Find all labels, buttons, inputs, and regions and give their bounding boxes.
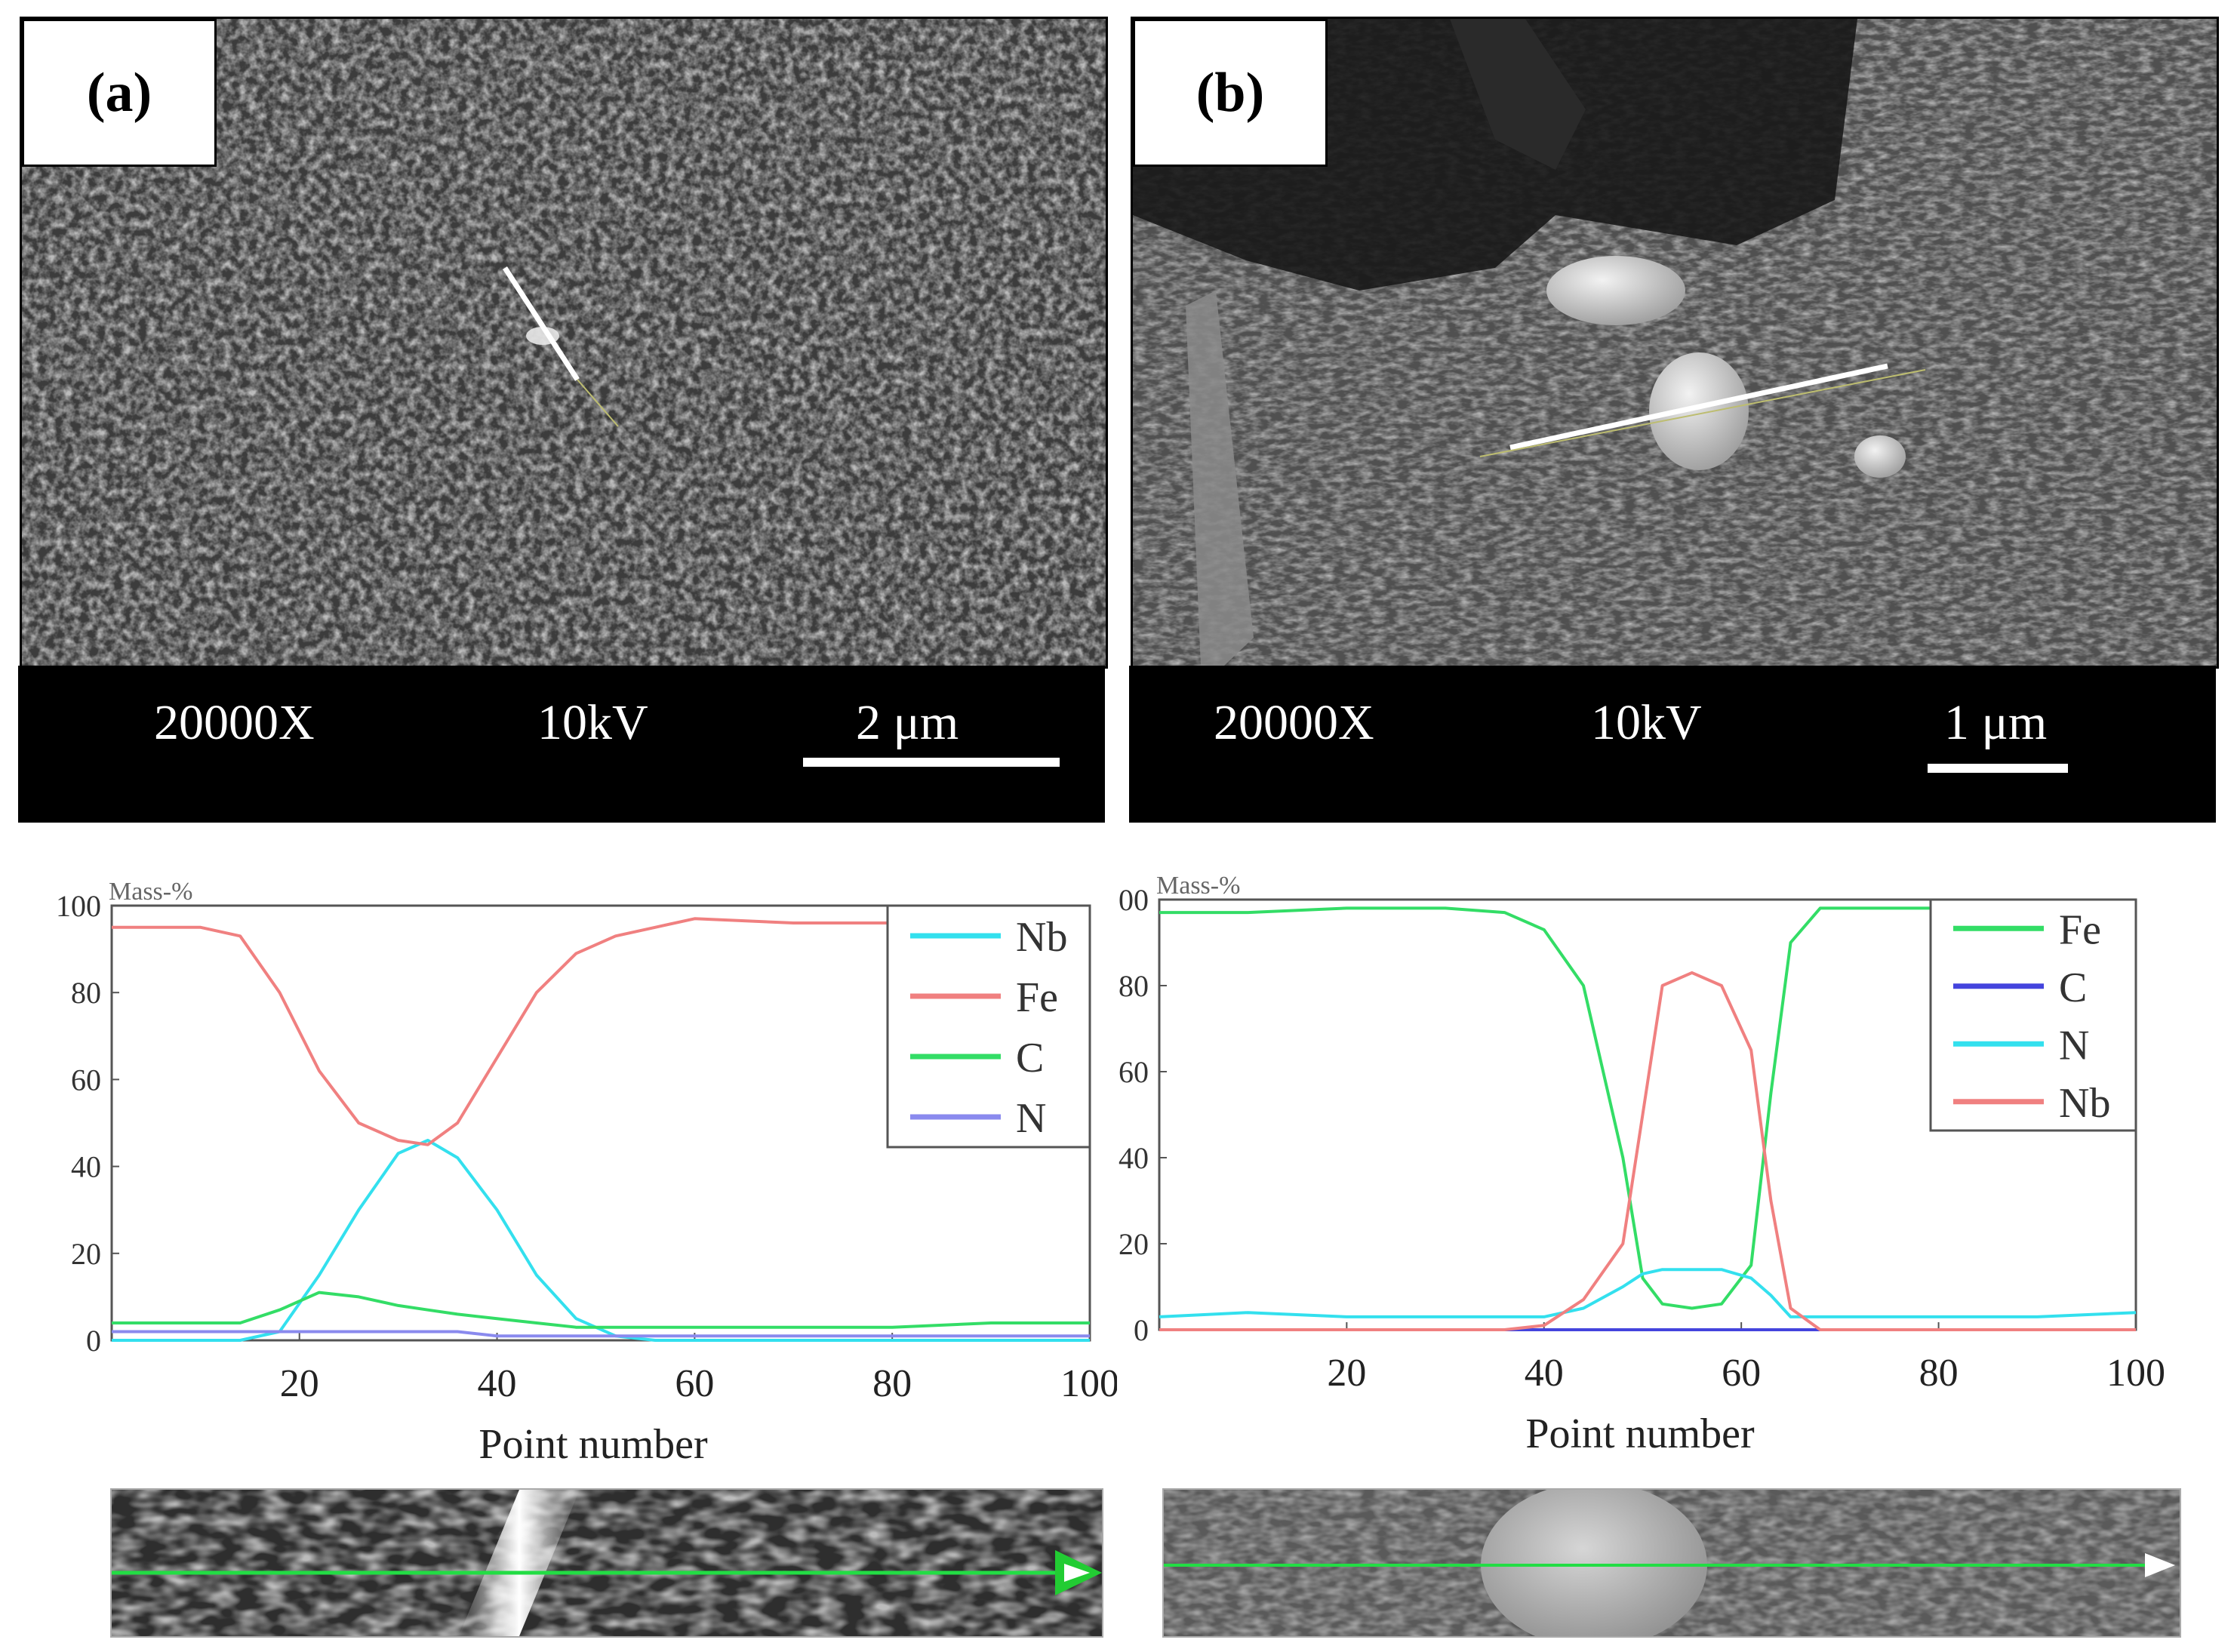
legend-label-nb: Nb (1016, 914, 1067, 961)
info-bar-a: 20000X 10kV 2 μm (18, 666, 1105, 823)
series-line-nb (1159, 971, 2136, 1331)
y-tick-label: 80 (1119, 969, 1149, 1003)
x-tick-label: 100 (2106, 1352, 2165, 1395)
y-axis-label: Mass-% (109, 878, 192, 906)
y-tick-label: 100 (1117, 883, 1149, 917)
legend-label-fe: Fe (1016, 974, 1058, 1021)
panel-label-a: (a) (22, 19, 217, 167)
info-bar-b: 20000X 10kV 1 μm (1129, 666, 2216, 823)
legend-label-n: N (2059, 1022, 2089, 1069)
x-tick-label: 60 (1722, 1352, 1761, 1395)
legend-label-n: N (1016, 1095, 1046, 1142)
line-profile-chart-a: Mass-% 0 20 40 60 80 100 20 40 60 80 100 Point numbe… (56, 878, 1117, 1468)
scale-bar-b (1928, 764, 2068, 773)
voltage-a: 10kV (537, 695, 648, 750)
linescan-line-a (503, 266, 580, 381)
legend (1929, 898, 2137, 1132)
y-tick-label: 20 (71, 1237, 101, 1271)
x-tick-label: 40 (1525, 1352, 1564, 1395)
linescan-strip-b (1162, 1488, 2181, 1638)
legend-label-c: C (1016, 1035, 1044, 1081)
voltage-b: 10kV (1591, 695, 1702, 750)
series-line-fe (112, 917, 1090, 1146)
x-tick-label: 100 (1060, 1362, 1117, 1405)
series-line-nb (112, 1139, 1090, 1342)
x-tick-label: 80 (872, 1362, 912, 1405)
y-tick-label: 60 (1119, 1055, 1149, 1089)
linescan-line-b (1509, 363, 1888, 451)
y-tick-label: 40 (1119, 1141, 1149, 1175)
series-line-fe (1159, 906, 2136, 1310)
magnification-b: 20000X (1214, 695, 1374, 750)
y-tick-label: 0 (86, 1324, 101, 1358)
series-line-n (112, 1330, 1090, 1338)
x-axis-label: Point number (478, 1421, 708, 1468)
y-tick-label: 40 (71, 1150, 101, 1184)
linescan-strip-a (110, 1488, 1103, 1638)
magnification-a: 20000X (154, 695, 315, 750)
series-line-n (1159, 1268, 2137, 1318)
x-tick-label: 20 (1327, 1352, 1366, 1395)
x-tick-label: 20 (280, 1362, 319, 1405)
sem-image-b: (b) (1131, 17, 2219, 669)
panel-label-b: (b) (1133, 19, 1328, 167)
y-tick-label: 0 (1134, 1313, 1149, 1347)
y-tick-label: 100 (56, 889, 101, 923)
legend-label-fe: Fe (2059, 906, 2101, 953)
legend (886, 904, 1091, 1149)
legend-label-c: C (2059, 964, 2087, 1011)
scale-label-b: 1 μm (1944, 695, 2048, 750)
x-tick-label: 60 (675, 1362, 714, 1405)
scale-label-a: 2 μm (856, 695, 959, 750)
x-tick-label: 80 (1919, 1352, 1959, 1395)
series-line-c (112, 1291, 1090, 1329)
y-tick-label: 20 (1119, 1227, 1149, 1261)
x-axis-label: Point number (1525, 1411, 1755, 1457)
y-tick-label: 80 (71, 976, 101, 1010)
line-profile-chart-b: Mass-% 0 20 40 60 80 100 20 40 60 80 100 Point numbe… (1117, 872, 2165, 1457)
x-tick-label: 40 (478, 1362, 517, 1405)
legend-label-nb: Nb (2059, 1080, 2110, 1127)
y-axis-label: Mass-% (1156, 872, 1240, 900)
scale-bar-a (803, 758, 1060, 767)
sem-image-a: (a) (20, 17, 1108, 669)
y-tick-label: 60 (71, 1063, 101, 1097)
